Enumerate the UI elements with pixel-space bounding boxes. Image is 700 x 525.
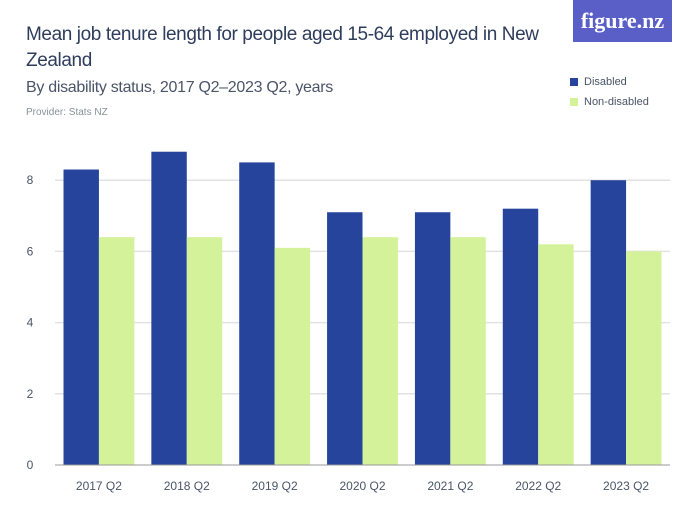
bar-non-disabled-2023-q2 bbox=[626, 251, 662, 465]
legend-label-disabled: Disabled bbox=[584, 76, 627, 88]
figure-nz-logo[interactable]: figure.nz bbox=[573, 0, 672, 42]
legend-label-non-disabled: Non-disabled bbox=[584, 96, 649, 108]
x-tick-label: 2023 Q2 bbox=[603, 479, 649, 493]
bar-disabled-2019-q2 bbox=[239, 162, 275, 465]
bar-disabled-2023-q2 bbox=[590, 180, 627, 465]
bar-disabled-2022-q2 bbox=[502, 208, 539, 465]
bar-non-disabled-2019-q2 bbox=[274, 247, 311, 465]
y-tick-label: 8 bbox=[27, 173, 34, 187]
provider-label: Provider: Stats NZ bbox=[26, 107, 108, 118]
x-tick-label: 2020 Q2 bbox=[339, 479, 385, 493]
x-tick-label: 2019 Q2 bbox=[252, 479, 298, 493]
bar-non-disabled-2020-q2 bbox=[362, 237, 398, 465]
bar-disabled-2017-q2 bbox=[63, 169, 99, 465]
bar-disabled-2021-q2 bbox=[414, 212, 451, 465]
x-tick-label: 2021 Q2 bbox=[427, 479, 473, 493]
legend-swatch-disabled bbox=[570, 78, 578, 86]
legend-item-non-disabled: Non-disabled bbox=[570, 92, 649, 112]
bar-disabled-2018-q2 bbox=[151, 151, 187, 465]
x-tick-label: 2017 Q2 bbox=[76, 479, 122, 493]
x-tick-label: 2018 Q2 bbox=[164, 479, 210, 493]
y-tick-label: 0 bbox=[27, 458, 34, 472]
legend-item-disabled: Disabled bbox=[570, 72, 649, 92]
chart-title: Mean job tenure length for people aged 1… bbox=[26, 24, 539, 71]
bar-non-disabled-2021-q2 bbox=[450, 237, 486, 465]
chart-subtitle: By disability status, 2017 Q2–2023 Q2, y… bbox=[26, 79, 333, 96]
y-tick-label: 2 bbox=[27, 387, 34, 401]
x-tick-label: 2022 Q2 bbox=[515, 479, 561, 493]
legend-swatch-non-disabled bbox=[570, 98, 578, 106]
bar-disabled-2020-q2 bbox=[327, 212, 363, 465]
bar-non-disabled-2018-q2 bbox=[186, 237, 223, 465]
y-tick-label: 4 bbox=[27, 316, 34, 330]
bar-non-disabled-2017-q2 bbox=[98, 237, 135, 465]
y-tick-label: 6 bbox=[27, 244, 34, 258]
bar-non-disabled-2022-q2 bbox=[538, 244, 574, 465]
legend: Disabled Non-disabled bbox=[570, 72, 649, 112]
